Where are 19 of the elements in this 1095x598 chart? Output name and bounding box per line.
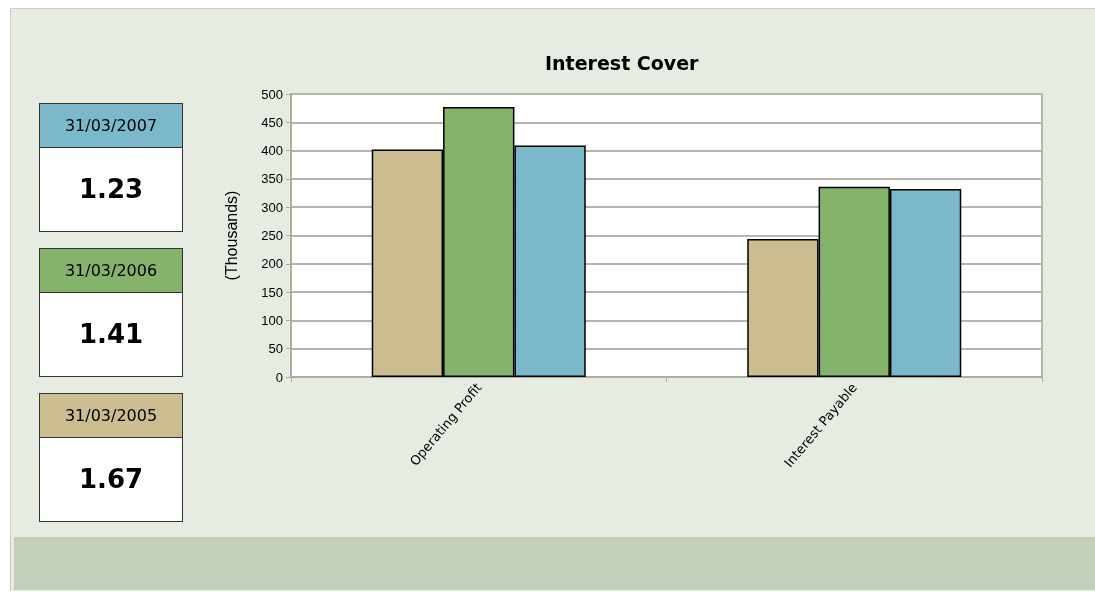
y-axis-title: (Thousands) [222, 190, 240, 281]
y-tick-label: 150 [261, 284, 283, 300]
text: 1.67 [77, 463, 145, 496]
text: 1.23 [77, 173, 145, 206]
y-tick-label: 300 [261, 199, 283, 215]
y-tick-label: 500 [261, 86, 283, 102]
y-tick-label: 0 [275, 369, 283, 385]
y-tick-label: 250 [261, 228, 283, 243]
text: 31/03/2005 [40, 394, 182, 438]
chart-title: Interest Cover [545, 51, 700, 74]
y-tick-label: 400 [261, 143, 283, 159]
y-tick-label: 50 [268, 341, 283, 357]
text: 31/03/2006 [40, 249, 182, 293]
text: 31/03/2007 [40, 104, 182, 148]
y-tick-label: 350 [261, 171, 283, 187]
y-tick-label: 100 [261, 312, 283, 328]
y-tick-label: 200 [261, 256, 283, 272]
y-tick-label: 450 [261, 114, 283, 130]
text: 1.41 [77, 318, 145, 351]
